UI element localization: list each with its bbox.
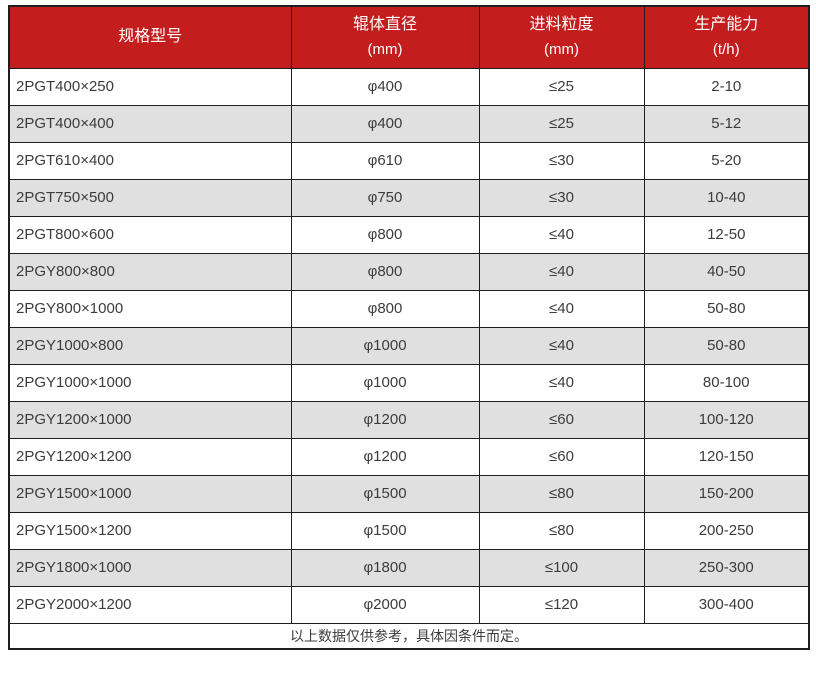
capacity-cell: 40-50 xyxy=(643,252,810,291)
table-row: 2PGY800×800 φ800 ≤40 40-50 xyxy=(8,252,810,291)
spec-table: 规格型号 辊体直径 (mm) 进料粒度 (mm) 生产能力 (t/h) xyxy=(8,5,810,650)
capacity-cell: 12-50 xyxy=(643,215,810,254)
table-row: 2PGY1000×1000 φ1000 ≤40 80-100 xyxy=(8,363,810,402)
table-body: 2PGT400×250 φ400 ≤25 2-10 2PGT400×400 φ4… xyxy=(8,67,810,624)
feed-size-cell: ≤100 xyxy=(478,548,645,587)
model-cell: 2PGY800×800 xyxy=(8,252,292,291)
feed-size-cell: ≤25 xyxy=(478,104,645,143)
table-row: 2PGY1800×1000 φ1800 ≤100 250-300 xyxy=(8,548,810,587)
feed-size-cell: ≤25 xyxy=(478,67,645,106)
diameter-cell: φ1500 xyxy=(290,511,480,550)
diameter-cell: φ610 xyxy=(290,141,480,180)
diameter-cell: φ400 xyxy=(290,67,480,106)
table-footer: 以上数据仅供参考，具体因条件而定。 xyxy=(8,622,810,650)
table-row: 2PGY1200×1000 φ1200 ≤60 100-120 xyxy=(8,400,810,439)
table-row: 2PGT400×400 φ400 ≤25 5-12 xyxy=(8,104,810,143)
capacity-cell: 80-100 xyxy=(643,363,810,402)
model-cell: 2PGT750×500 xyxy=(8,178,292,217)
diameter-cell: φ1200 xyxy=(290,437,480,476)
diameter-cell: φ1000 xyxy=(290,326,480,365)
feed-size-cell: ≤40 xyxy=(478,252,645,291)
capacity-cell: 120-150 xyxy=(643,437,810,476)
diameter-cell: φ1200 xyxy=(290,400,480,439)
column-unit: (t/h) xyxy=(712,41,740,59)
capacity-cell: 10-40 xyxy=(643,178,810,217)
table-row: 2PGY1500×1200 φ1500 ≤80 200-250 xyxy=(8,511,810,550)
diameter-cell: φ750 xyxy=(290,178,480,217)
model-cell: 2PGT610×400 xyxy=(8,141,292,180)
feed-size-cell: ≤80 xyxy=(478,511,645,550)
column-header-model: 规格型号 xyxy=(8,5,292,69)
model-cell: 2PGY2000×1200 xyxy=(8,585,292,624)
header-row: 规格型号 辊体直径 (mm) 进料粒度 (mm) 生产能力 (t/h) xyxy=(8,5,810,69)
capacity-cell: 50-80 xyxy=(643,289,810,328)
feed-size-cell: ≤30 xyxy=(478,178,645,217)
feed-size-cell: ≤60 xyxy=(478,437,645,476)
model-cell: 2PGT800×600 xyxy=(8,215,292,254)
diameter-cell: φ800 xyxy=(290,252,480,291)
feed-size-cell: ≤40 xyxy=(478,215,645,254)
feed-size-cell: ≤40 xyxy=(478,289,645,328)
capacity-cell: 300-400 xyxy=(643,585,810,624)
column-title: 辊体直径 xyxy=(352,15,417,33)
footer-row: 以上数据仅供参考，具体因条件而定。 xyxy=(8,622,810,650)
diameter-cell: φ2000 xyxy=(290,585,480,624)
diameter-cell: φ800 xyxy=(290,215,480,254)
table-row: 2PGT610×400 φ610 ≤30 5-20 xyxy=(8,141,810,180)
table-row: 2PGY1500×1000 φ1500 ≤80 150-200 xyxy=(8,474,810,513)
feed-size-cell: ≤60 xyxy=(478,400,645,439)
capacity-cell: 5-20 xyxy=(643,141,810,180)
column-title: 生产能力 xyxy=(694,15,759,33)
capacity-cell: 250-300 xyxy=(643,548,810,587)
feed-size-cell: ≤120 xyxy=(478,585,645,624)
capacity-cell: 100-120 xyxy=(643,400,810,439)
model-cell: 2PGY1000×1000 xyxy=(8,363,292,402)
model-cell: 2PGY800×1000 xyxy=(8,289,292,328)
feed-size-cell: ≤40 xyxy=(478,326,645,365)
table-row: 2PGY1200×1200 φ1200 ≤60 120-150 xyxy=(8,437,810,476)
footer-note: 以上数据仅供参考，具体因条件而定。 xyxy=(8,622,810,650)
feed-size-cell: ≤30 xyxy=(478,141,645,180)
column-title: 进料粒度 xyxy=(529,15,594,33)
spec-table-container: 规格型号 辊体直径 (mm) 进料粒度 (mm) 生产能力 (t/h) xyxy=(8,5,810,650)
model-cell: 2PGY1800×1000 xyxy=(8,548,292,587)
diameter-cell: φ1500 xyxy=(290,474,480,513)
capacity-cell: 200-250 xyxy=(643,511,810,550)
model-cell: 2PGY1200×1000 xyxy=(8,400,292,439)
capacity-cell: 50-80 xyxy=(643,326,810,365)
column-header-capacity: 生产能力 (t/h) xyxy=(643,5,810,69)
table-header: 规格型号 辊体直径 (mm) 进料粒度 (mm) 生产能力 (t/h) xyxy=(8,5,810,69)
capacity-cell: 5-12 xyxy=(643,104,810,143)
model-cell: 2PGY1000×800 xyxy=(8,326,292,365)
column-header-feed-size: 进料粒度 (mm) xyxy=(478,5,645,69)
table-row: 2PGT400×250 φ400 ≤25 2-10 xyxy=(8,67,810,106)
table-row: 2PGT800×600 φ800 ≤40 12-50 xyxy=(8,215,810,254)
diameter-cell: φ1800 xyxy=(290,548,480,587)
table-row: 2PGY800×1000 φ800 ≤40 50-80 xyxy=(8,289,810,328)
diameter-cell: φ1000 xyxy=(290,363,480,402)
table-row: 2PGY1000×800 φ1000 ≤40 50-80 xyxy=(8,326,810,365)
table-row: 2PGT750×500 φ750 ≤30 10-40 xyxy=(8,178,810,217)
capacity-cell: 2-10 xyxy=(643,67,810,106)
feed-size-cell: ≤40 xyxy=(478,363,645,402)
diameter-cell: φ400 xyxy=(290,104,480,143)
column-title: 规格型号 xyxy=(118,28,183,46)
model-cell: 2PGY1200×1200 xyxy=(8,437,292,476)
table-row: 2PGY2000×1200 φ2000 ≤120 300-400 xyxy=(8,585,810,624)
column-unit: (mm) xyxy=(544,41,579,59)
model-cell: 2PGY1500×1200 xyxy=(8,511,292,550)
model-cell: 2PGY1500×1000 xyxy=(8,474,292,513)
capacity-cell: 150-200 xyxy=(643,474,810,513)
model-cell: 2PGT400×400 xyxy=(8,104,292,143)
model-cell: 2PGT400×250 xyxy=(8,67,292,106)
feed-size-cell: ≤80 xyxy=(478,474,645,513)
column-unit: (mm) xyxy=(367,41,403,59)
column-header-roller-diameter: 辊体直径 (mm) xyxy=(290,5,480,69)
diameter-cell: φ800 xyxy=(290,289,480,328)
